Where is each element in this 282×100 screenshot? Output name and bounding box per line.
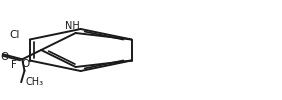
Text: NH: NH [65,21,80,31]
Text: O: O [22,59,30,69]
Text: F: F [12,60,17,70]
Text: O: O [1,52,9,62]
Text: Cl: Cl [9,30,20,40]
Text: CH₃: CH₃ [25,77,44,87]
